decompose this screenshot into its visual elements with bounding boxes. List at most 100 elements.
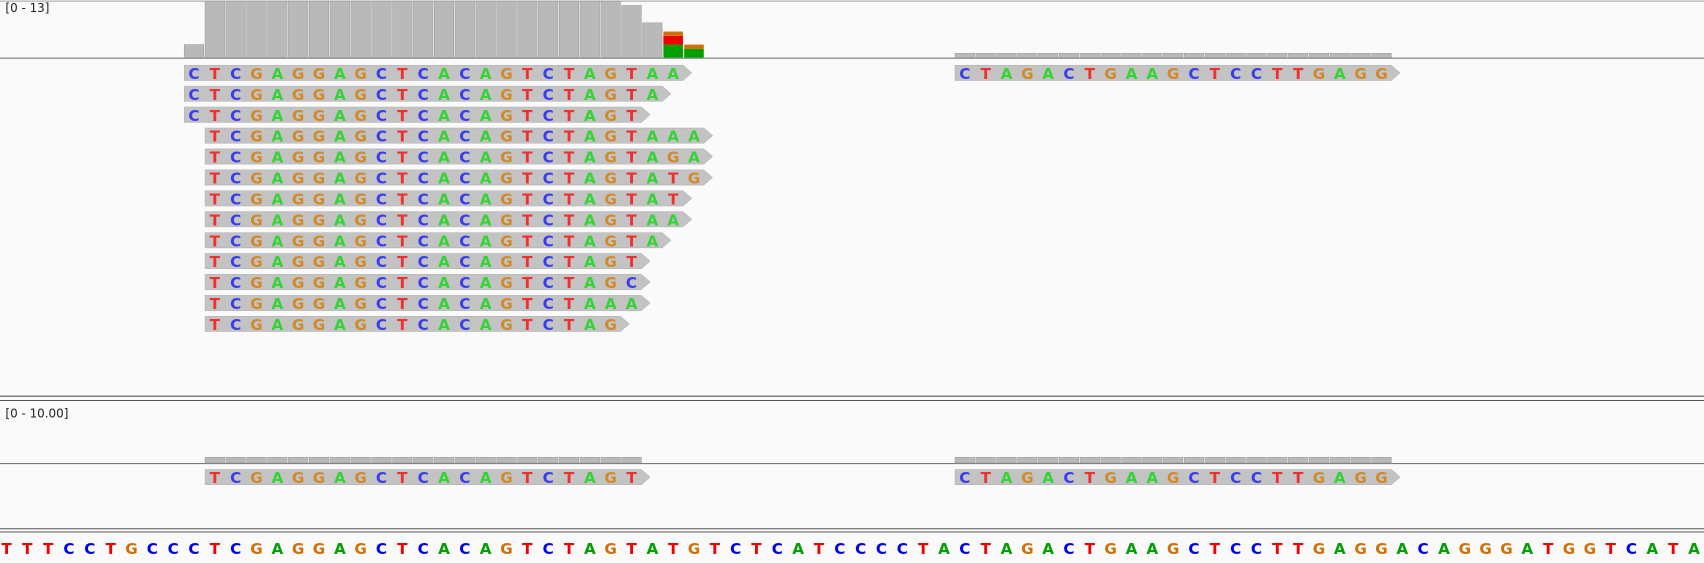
coverage-bar — [1121, 457, 1142, 464]
coverage-bar — [1204, 53, 1225, 58]
coverage-bar — [1308, 457, 1330, 464]
coverage-bar — [475, 0, 496, 58]
coverage-bar — [1142, 53, 1163, 58]
coverage-bar — [371, 457, 392, 464]
coverage-bar — [996, 457, 1017, 464]
coverage-bar — [308, 457, 330, 464]
coverage-bar — [1079, 53, 1100, 58]
coverage-bar — [204, 457, 225, 464]
coverage-bar — [996, 53, 1017, 58]
coverage-bar — [1079, 457, 1100, 464]
coverage-bar — [288, 0, 309, 58]
coverage-bar — [329, 457, 350, 464]
coverage-bar — [1225, 457, 1246, 464]
coverage-bar — [1058, 457, 1080, 464]
read — [204, 316, 630, 332]
read — [204, 232, 672, 249]
coverage-bar — [183, 44, 205, 58]
coverage-bar — [496, 0, 517, 58]
coverage-bar — [1142, 457, 1163, 464]
coverage-bar — [1350, 457, 1371, 464]
coverage-bar — [1017, 457, 1038, 464]
coverage-bar — [1371, 53, 1392, 58]
coverage-bar — [600, 0, 621, 58]
coverage-bar — [246, 0, 267, 58]
coverage-bar — [1100, 457, 1121, 464]
read — [204, 169, 713, 186]
read — [954, 64, 1401, 81]
coverage-bar — [433, 0, 455, 58]
coverage-bar — [1100, 53, 1121, 58]
read — [954, 469, 1401, 485]
coverage-allele-bar — [663, 31, 683, 36]
coverage-bar — [975, 457, 996, 464]
coverage-bar — [392, 0, 413, 58]
read — [204, 274, 651, 290]
coverage-bar — [267, 0, 288, 58]
coverage-bar — [288, 457, 309, 464]
coverage-bar — [1183, 457, 1205, 464]
coverage-bar — [1163, 457, 1184, 464]
coverage-bar — [267, 457, 288, 464]
coverage-bar — [642, 22, 663, 58]
coverage-bar — [1121, 53, 1142, 58]
coverage-bar — [246, 457, 267, 464]
coverage-bar — [392, 457, 413, 464]
read — [204, 295, 651, 311]
coverage-bar — [579, 457, 600, 464]
coverage-bar — [1371, 457, 1392, 464]
coverage-bar — [1267, 53, 1288, 58]
coverage-bar — [413, 457, 434, 464]
coverage-bar — [1038, 457, 1059, 464]
coverage-bar — [204, 0, 225, 58]
coverage-allele-bar — [663, 44, 683, 58]
read — [204, 253, 651, 270]
read — [204, 211, 693, 228]
coverage-bar — [225, 457, 246, 464]
coverage-bar — [1246, 457, 1267, 464]
coverage-bar — [413, 0, 434, 58]
coverage-bar — [1038, 53, 1059, 58]
coverage-bar — [517, 457, 538, 464]
coverage-bar — [454, 0, 475, 58]
coverage-bar — [1163, 53, 1184, 58]
coverage-bar — [954, 53, 975, 58]
coverage-bar — [517, 0, 538, 58]
coverage-bar — [1204, 457, 1225, 464]
coverage-bar — [1246, 53, 1267, 58]
coverage-allele-bar — [684, 48, 704, 58]
coverage-bar — [1017, 53, 1038, 58]
coverage-bar — [1225, 53, 1246, 58]
coverage-bar — [308, 0, 330, 58]
read — [204, 190, 693, 207]
coverage-bar — [350, 0, 371, 58]
coverage-allele-bar — [663, 35, 683, 45]
coverage-bar — [954, 457, 975, 464]
coverage-bar — [371, 0, 392, 58]
coverage-bar — [1329, 53, 1350, 58]
coverage-bar — [1058, 53, 1080, 58]
data-range-label: [0 - 10.00] — [5, 407, 68, 421]
coverage-bar — [1267, 457, 1288, 464]
coverage-bar — [600, 457, 621, 464]
coverage-bar — [1288, 53, 1309, 58]
coverage-bar — [538, 457, 559, 464]
data-range-label: [0 - 13] — [5, 1, 49, 15]
read — [204, 469, 651, 485]
coverage-bar — [558, 0, 580, 58]
read — [204, 127, 713, 144]
read — [204, 148, 713, 165]
coverage-bar — [621, 5, 642, 58]
coverage-bar — [975, 53, 996, 58]
